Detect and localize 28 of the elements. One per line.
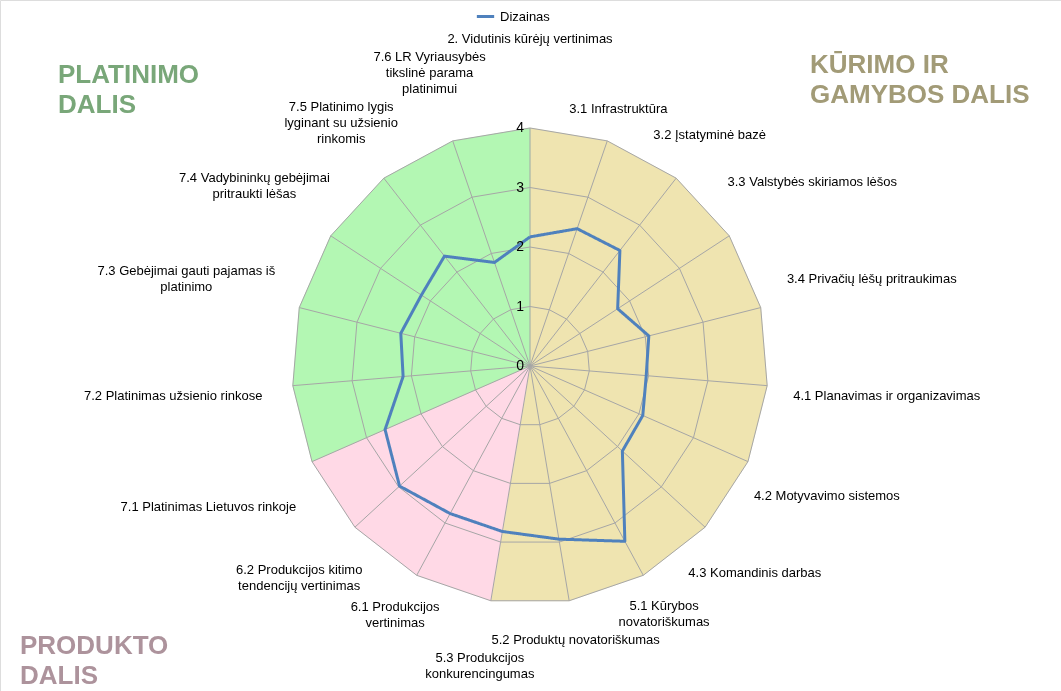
- spoke-label: 5.3 Produkcijos konkurencingumas: [425, 650, 535, 682]
- spoke-label: 5.2 Produktų novatoriškumas: [491, 631, 661, 647]
- spoke-label: 7.3 Gebėjimai gauti pajamas iš platinimo: [97, 262, 276, 294]
- spoke-label: 7.2 Platinimas užsienio rinkose: [84, 387, 263, 403]
- spoke-label: 5.1 Kūrybos novatoriškumas: [618, 597, 711, 629]
- spoke-label: 2. Vidutinis kūrėjų vertinimas: [447, 31, 614, 46]
- y-tick-label: 1: [516, 297, 525, 314]
- text: PRODUKTO DALIS: [20, 630, 169, 690]
- spoke-label: 3.3 Valstybės skiriamos lėšos: [727, 173, 898, 189]
- spoke-label: 3.4 Privačių lėšų pritraukimas: [786, 271, 958, 287]
- spoke-label: 7.1 Platinimas Lietuvos rinkoje: [120, 499, 297, 515]
- spoke-label: 3.2 Įstatyminė bazė: [653, 127, 767, 143]
- text: PLATINIMO DALIS: [58, 59, 200, 119]
- spoke-label: 4.3 Komandinis darbas: [688, 564, 822, 580]
- text: KŪRIMO IR GAMYBOS DALIS: [810, 49, 1030, 109]
- spoke-label: 6.2 Produkcijos kitimo tendencijų vertinimas: [235, 562, 363, 594]
- y-tick-label: 4: [516, 119, 525, 135]
- spoke-label: 4.1 Planavimas ir organizavimas: [793, 387, 981, 403]
- legend-label: Dizainas: [500, 8, 551, 24]
- y-tick-label: 3: [516, 178, 525, 195]
- spoke-label: 7.4 Vadybininkų gebėjimai pritraukti lėšas: [179, 169, 330, 201]
- spoke-label: 6.1 Produkcijos vertinimas: [350, 599, 441, 631]
- spoke-label: 7.5 Platinimo lygis lyginant su užsienio rinkomis: [284, 99, 398, 147]
- spoke-label: 7.6 LR Vyriausybės tikslinė parama platinimui: [373, 49, 487, 97]
- spoke-label: 4.2 Motyvavimo sistemos: [753, 488, 901, 504]
- y-tick-label: 0: [516, 357, 525, 373]
- y-tick-label: 2: [516, 238, 525, 254]
- spoke-label: 3.1 Infrastruktūra: [569, 100, 669, 116]
